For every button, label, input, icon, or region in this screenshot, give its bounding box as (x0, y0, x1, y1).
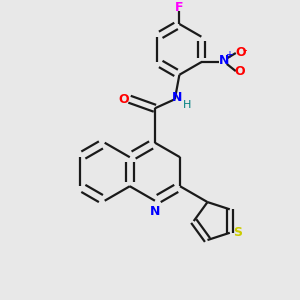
Text: O: O (234, 64, 245, 78)
Text: H: H (183, 100, 192, 110)
Text: O: O (119, 93, 129, 106)
Text: F: F (175, 1, 184, 14)
Text: N: N (172, 91, 182, 104)
Text: +: + (224, 50, 232, 60)
Text: N: N (150, 205, 160, 218)
Text: S: S (233, 226, 242, 239)
Text: O: O (235, 46, 246, 59)
Text: -: - (243, 44, 247, 57)
Text: N: N (219, 54, 229, 67)
